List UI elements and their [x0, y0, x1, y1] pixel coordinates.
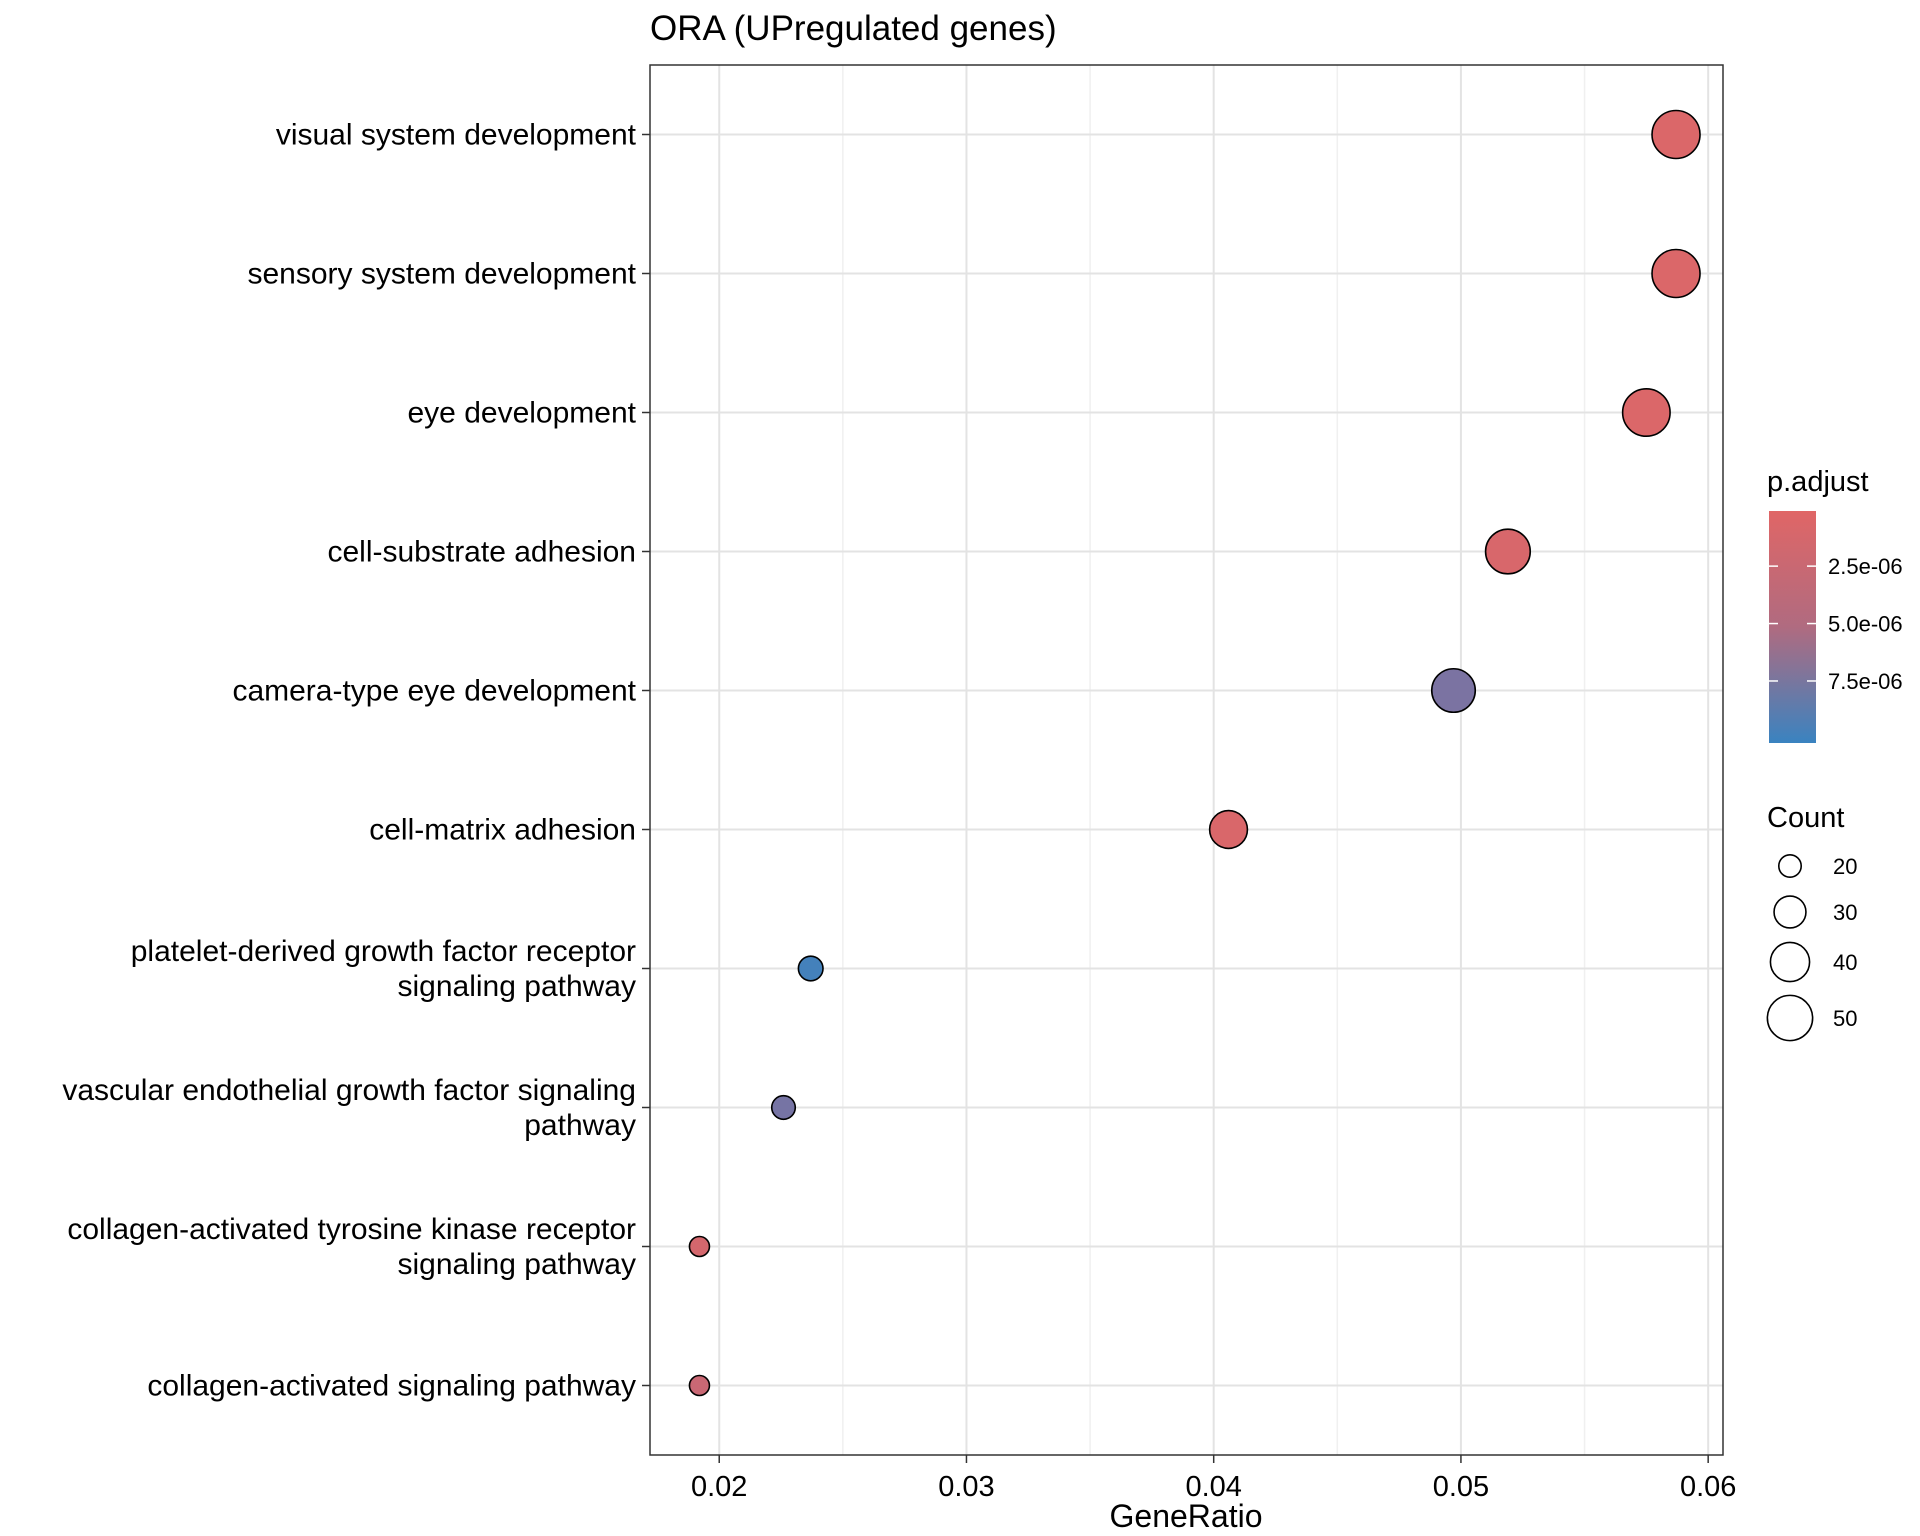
color-legend-breaks: 2.5e-06 5.0e-06 7.5e-06	[1769, 554, 1903, 694]
y-tick-label-line: camera-type eye development	[232, 675, 636, 708]
x-tick-label: 0.04	[1185, 1471, 1241, 1503]
color-legend-label: 5.0e-06	[1828, 612, 1903, 637]
color-legend-label: 2.5e-06	[1828, 554, 1903, 579]
y-tick-label: cell-matrix adhesion	[369, 814, 636, 847]
data-point	[688, 1374, 711, 1397]
y-tick-label-line: pathway	[524, 1109, 636, 1142]
y-tick-label: vascular endothelial growth factor signa…	[62, 1074, 636, 1142]
data-point	[797, 955, 824, 982]
y-tick-label: collagen-activated tyrosine kinase recep…	[67, 1213, 636, 1281]
color-legend-bar	[1769, 511, 1816, 743]
y-tick-label-line: signaling pathway	[398, 1248, 637, 1281]
size-legend-key	[1777, 853, 1803, 879]
size-legend-label: 20	[1833, 854, 1857, 879]
y-tick-label-line: eye development	[408, 397, 637, 430]
color-legend-title: p.adjust	[1767, 466, 1869, 498]
x-tick-label: 0.03	[938, 1471, 994, 1503]
y-tick-label-line: cell-matrix adhesion	[369, 814, 636, 847]
minor-gridlines	[842, 65, 1586, 1455]
data-point	[688, 1235, 711, 1258]
y-tick-label: platelet-derived growth factor receptor s…	[131, 935, 636, 1003]
size-legend-key	[1773, 895, 1807, 929]
color-legend: p.adjust 2.5e-06 5.0e-06 7.5e-06	[1767, 466, 1903, 743]
y-tick-label-line: sensory system development	[247, 258, 636, 291]
size-legend-items: 20 30 40 50	[1766, 853, 1857, 1042]
y-tick-label-line: cell-substrate adhesion	[327, 536, 636, 569]
data-point	[1651, 109, 1701, 160]
data-point	[1208, 809, 1249, 850]
data-point	[1651, 248, 1701, 299]
y-tick-label: collagen-activated signaling pathway	[147, 1370, 636, 1403]
major-gridlines	[650, 65, 1723, 1455]
y-tick-label: sensory system development	[247, 258, 636, 291]
x-axis-ticks	[718, 1455, 1709, 1463]
x-axis-labels: 0.02 0.03 0.04 0.05 0.06	[691, 1471, 1736, 1503]
size-legend-key	[1769, 941, 1811, 983]
y-tick-label: camera-type eye development	[232, 675, 636, 708]
y-tick-label-line: visual system development	[276, 119, 637, 152]
y-tick-label: visual system development	[276, 119, 637, 152]
y-axis-labels: visual system development sensory system …	[62, 119, 636, 1403]
x-tick-label: 0.05	[1433, 1471, 1489, 1503]
y-tick-label: eye development	[408, 397, 637, 430]
x-axis-title: GeneRatio	[1110, 1498, 1263, 1534]
y-tick-label-line: collagen-activated signaling pathway	[147, 1370, 636, 1403]
size-legend-label: 50	[1833, 1006, 1857, 1031]
data-point	[770, 1094, 797, 1121]
chart-title: ORA (UPregulated genes)	[650, 9, 1057, 48]
color-legend-label: 7.5e-06	[1828, 669, 1903, 694]
data-point	[1484, 528, 1532, 575]
y-tick-label-line: signaling pathway	[398, 970, 637, 1003]
size-legend-label: 30	[1833, 900, 1857, 925]
plot-panel	[649, 64, 1724, 1456]
size-legend-key	[1766, 994, 1814, 1042]
y-axis-ticks	[642, 133, 650, 1387]
data-point	[1430, 667, 1477, 714]
size-legend: Count 20 30 40 50	[1766, 802, 1857, 1042]
data-points	[688, 109, 1701, 1397]
size-legend-label: 40	[1833, 950, 1857, 975]
x-tick-label: 0.02	[691, 1471, 747, 1503]
x-tick-label: 0.06	[1680, 1471, 1736, 1503]
y-tick-label-line: platelet-derived growth factor receptor	[131, 935, 636, 968]
y-tick-label: cell-substrate adhesion	[327, 536, 636, 569]
y-tick-label-line: collagen-activated tyrosine kinase recep…	[67, 1213, 636, 1246]
size-legend-title: Count	[1767, 802, 1844, 834]
y-tick-label-line: vascular endothelial growth factor signa…	[62, 1074, 636, 1107]
data-point	[1621, 387, 1671, 438]
